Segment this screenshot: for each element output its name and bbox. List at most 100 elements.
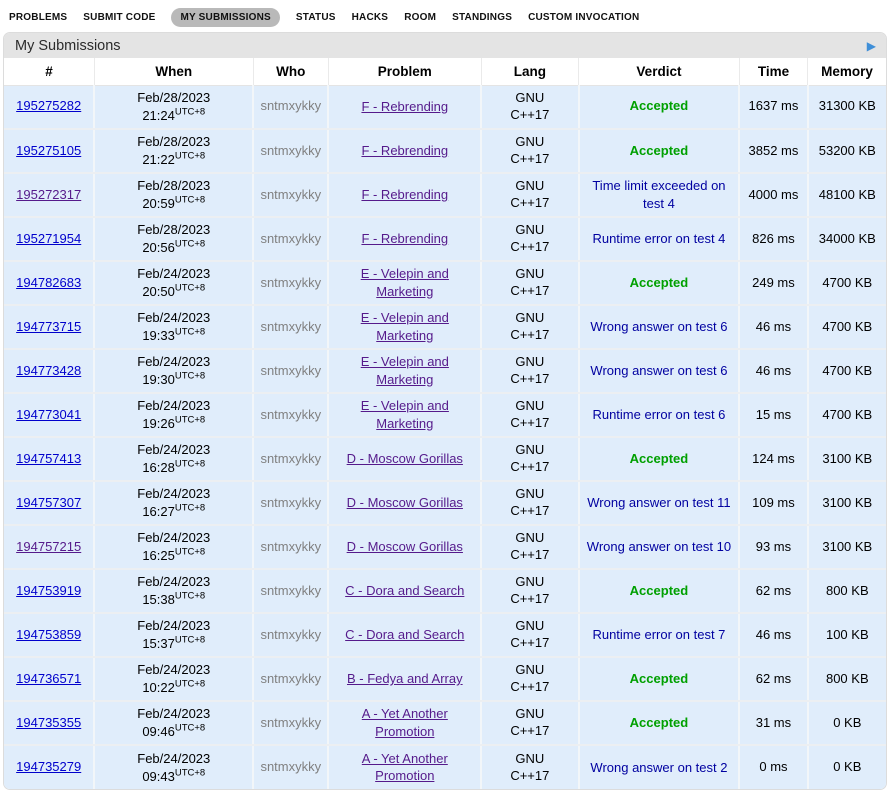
submission-id-cell: 194735279 bbox=[4, 745, 96, 789]
submission-exec-time: 46 ms bbox=[755, 318, 792, 334]
column-header-verdict: Verdict bbox=[578, 58, 740, 86]
problem-link[interactable]: F - Rebrending bbox=[361, 98, 449, 114]
submission-id-link[interactable]: 195272317 bbox=[16, 186, 82, 202]
submission-id-cell: 194757413 bbox=[4, 437, 96, 482]
submission-language: GNU C++17 bbox=[510, 618, 550, 650]
nav-item-submit-code[interactable]: SUBMIT CODE bbox=[83, 11, 156, 23]
submission-time: 19:26UTC+8 bbox=[142, 414, 206, 431]
submission-date: Feb/24/2023 bbox=[137, 574, 211, 590]
submission-memory: 800 KB bbox=[825, 670, 869, 686]
submission-time: 21:22UTC+8 bbox=[142, 150, 206, 167]
submission-id-cell: 195271954 bbox=[4, 217, 96, 262]
submission-time: 19:30UTC+8 bbox=[142, 370, 206, 387]
submission-id-link[interactable]: 194735355 bbox=[16, 714, 82, 730]
submission-who-cell: sntmxykky bbox=[253, 657, 330, 702]
submission-time: 09:43UTC+8 bbox=[142, 767, 206, 784]
column-header-lang: Lang bbox=[481, 58, 580, 86]
problem-link[interactable]: C - Dora and Search bbox=[345, 583, 465, 599]
timezone-label: UTC+8 bbox=[174, 326, 206, 338]
problem-link[interactable]: F - Rebrending bbox=[361, 187, 449, 203]
nav-item-status[interactable]: STATUS bbox=[295, 11, 336, 23]
submission-row: 194773041 Feb/24/2023 19:26UTC+8 sntmxykky E… bbox=[4, 393, 886, 438]
problem-link[interactable]: E - Velepin and Marketing bbox=[360, 398, 449, 431]
nav-item-custom-invocation[interactable]: CUSTOM INVOCATION bbox=[528, 11, 640, 23]
submission-verdict-cell: Runtime error on test 4 bbox=[578, 217, 741, 262]
submission-exec-time-cell: 0 ms bbox=[739, 745, 809, 789]
submission-exec-time-cell: 826 ms bbox=[739, 217, 809, 262]
column-header-when: When bbox=[94, 58, 254, 86]
submission-author: sntmxykky bbox=[260, 670, 322, 686]
expand-arrow-icon[interactable]: ▶ bbox=[866, 38, 876, 53]
nav-item-my-submissions[interactable]: MY SUBMISSIONS bbox=[171, 7, 280, 27]
submission-exec-time-cell: 109 ms bbox=[739, 481, 809, 526]
submission-date: Feb/24/2023 bbox=[137, 266, 211, 282]
problem-link[interactable]: F - Rebrending bbox=[361, 231, 449, 247]
submission-verdict-cell: Wrong answer on test 2 bbox=[578, 745, 741, 789]
column-header-memory: Memory bbox=[807, 58, 886, 86]
submission-lang-cell: GNU C++17 bbox=[481, 173, 580, 218]
timezone-label: UTC+8 bbox=[174, 238, 206, 250]
submission-lang-cell: GNU C++17 bbox=[481, 657, 580, 702]
submission-id-link[interactable]: 194753859 bbox=[16, 626, 82, 642]
submission-id-link[interactable]: 194757307 bbox=[16, 494, 82, 510]
problem-link[interactable]: C - Dora and Search bbox=[345, 627, 465, 643]
submission-time: 20:59UTC+8 bbox=[142, 194, 206, 211]
submission-id-link[interactable]: 194782683 bbox=[16, 274, 82, 290]
problem-link[interactable]: E - Velepin and Marketing bbox=[360, 310, 449, 343]
submission-exec-time-cell: 46 ms bbox=[739, 613, 809, 658]
submission-language: GNU C++17 bbox=[510, 222, 550, 254]
problem-link[interactable]: E - Velepin and Marketing bbox=[360, 354, 449, 387]
nav-item-room[interactable]: ROOM bbox=[404, 11, 437, 23]
submission-row: 194757215 Feb/24/2023 16:25UTC+8 sntmxykky D… bbox=[4, 525, 886, 570]
problem-link[interactable]: F - Rebrending bbox=[361, 143, 449, 159]
submission-id-link[interactable]: 194753919 bbox=[16, 582, 82, 598]
submission-memory: 3100 KB bbox=[822, 494, 873, 510]
submission-exec-time: 93 ms bbox=[755, 538, 792, 554]
submission-date: Feb/24/2023 bbox=[137, 354, 211, 370]
submission-memory-cell: 800 KB bbox=[807, 569, 886, 614]
problem-link[interactable]: A - Yet Another Promotion bbox=[361, 706, 448, 739]
submission-id-link[interactable]: 194773041 bbox=[16, 406, 82, 422]
submission-problem-cell: B - Fedya and Array bbox=[328, 657, 483, 702]
submission-id-link[interactable]: 194773428 bbox=[16, 362, 82, 378]
problem-link[interactable]: D - Moscow Gorillas bbox=[346, 539, 463, 555]
submission-time: 10:22UTC+8 bbox=[142, 678, 206, 695]
submission-memory-cell: 3100 KB bbox=[807, 525, 886, 570]
submission-when-cell: Feb/28/2023 21:24UTC+8 bbox=[94, 85, 255, 130]
submission-exec-time: 249 ms bbox=[752, 274, 795, 290]
nav-item-standings[interactable]: STANDINGS bbox=[452, 11, 513, 23]
submission-id-link[interactable]: 195275282 bbox=[16, 98, 82, 114]
submission-date: Feb/28/2023 bbox=[137, 134, 211, 150]
nav-item-hacks[interactable]: HACKS bbox=[351, 11, 389, 23]
timezone-label: UTC+8 bbox=[174, 194, 206, 206]
submission-id-link[interactable]: 194736571 bbox=[16, 670, 82, 686]
submission-id-link[interactable]: 195275105 bbox=[16, 142, 82, 158]
timezone-label: UTC+8 bbox=[174, 722, 206, 734]
submission-id-link[interactable]: 194757413 bbox=[16, 450, 82, 466]
submission-language: GNU C++17 bbox=[510, 310, 550, 342]
submission-verdict-cell: Accepted bbox=[578, 129, 741, 174]
submission-id-cell: 194773428 bbox=[4, 349, 96, 394]
submission-id-link[interactable]: 194773715 bbox=[16, 318, 82, 334]
submission-verdict: Accepted bbox=[629, 714, 689, 730]
submission-id-link[interactable]: 194757215 bbox=[16, 538, 82, 554]
submission-time: 16:25UTC+8 bbox=[142, 546, 206, 563]
submission-id-cell: 194753859 bbox=[4, 613, 96, 658]
submission-id-link[interactable]: 194735279 bbox=[16, 759, 82, 775]
problem-link[interactable]: B - Fedya and Array bbox=[346, 671, 463, 687]
problem-link[interactable]: A - Yet Another Promotion bbox=[361, 750, 448, 784]
submission-verdict-cell: Accepted bbox=[578, 701, 741, 746]
submission-verdict: Wrong answer on test 11 bbox=[587, 495, 731, 511]
submission-row: 194753919 Feb/24/2023 15:38UTC+8 sntmxykky C… bbox=[4, 569, 886, 614]
submission-memory: 0 KB bbox=[833, 759, 862, 775]
problem-link[interactable]: D - Moscow Gorillas bbox=[346, 495, 463, 511]
problem-link[interactable]: E - Velepin and Marketing bbox=[360, 266, 449, 299]
submission-id-link[interactable]: 195271954 bbox=[16, 230, 82, 246]
nav-item-problems[interactable]: PROBLEMS bbox=[9, 11, 68, 23]
submission-memory-cell: 0 KB bbox=[807, 701, 886, 746]
submission-lang-cell: GNU C++17 bbox=[481, 85, 580, 130]
submission-who-cell: sntmxykky bbox=[253, 261, 330, 306]
submission-exec-time-cell: 62 ms bbox=[739, 657, 809, 702]
problem-link[interactable]: D - Moscow Gorillas bbox=[346, 451, 463, 467]
submission-problem-cell: E - Velepin and Marketing bbox=[328, 349, 483, 394]
